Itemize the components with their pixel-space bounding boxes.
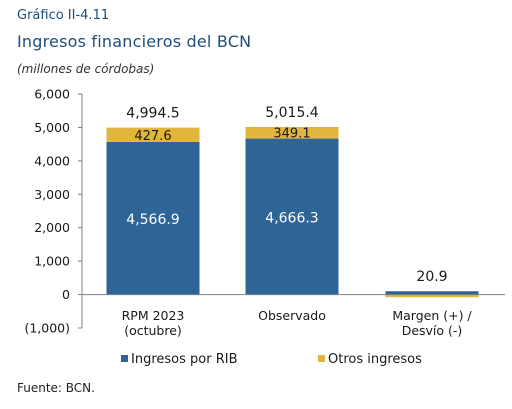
y-tick-label: (1,000)	[24, 321, 70, 336]
source-note: Fuente: BCN.	[17, 381, 95, 395]
total-value-label: 20.9	[416, 269, 447, 285]
y-tick-label: 6,000	[34, 87, 70, 102]
ingresos-rib-bar	[106, 141, 200, 295]
y-tick-label: 1,000	[34, 254, 70, 269]
chart-subtitle: (millones de córdobas)	[17, 62, 155, 76]
ingresos-rib-value-label: 4,566.9	[126, 212, 179, 228]
ingresos-rib-bar	[245, 138, 339, 295]
category-label: (octubre)	[124, 323, 182, 338]
category-label: RPM 2023	[122, 308, 185, 323]
ingresos-rib-value-label: 4,666.3	[265, 211, 318, 227]
y-tick-label: 3,000	[34, 187, 70, 202]
ingresos-rib-bar	[385, 291, 479, 295]
otros-ingresos-value-label: 349.1	[273, 127, 310, 142]
otros-ingresos-bar	[385, 294, 479, 298]
total-value-label: 5,015.4	[265, 105, 319, 121]
otros-ingresos-bar	[106, 127, 200, 142]
legend-swatch	[318, 355, 325, 362]
category-label: Observado	[258, 308, 326, 323]
legend-label: Ingresos por RIB	[131, 352, 237, 367]
category-label: Margen (+) /	[392, 308, 472, 323]
category-label: Desvío (-)	[402, 323, 463, 338]
otros-ingresos-value-label: 427.6	[134, 129, 171, 144]
y-tick-label: 2,000	[34, 220, 70, 235]
otros-ingresos-bar	[245, 126, 339, 139]
legend-label: Otros ingresos	[328, 352, 422, 367]
total-value-label: 4,994.5	[126, 106, 179, 122]
y-tick-label: 0	[62, 287, 70, 302]
chart-title: Ingresos financieros del BCN	[17, 32, 252, 51]
y-tick-label: 5,000	[34, 120, 70, 135]
y-tick-label: 4,000	[34, 153, 70, 168]
figure-label: Gráfico II-4.11	[17, 8, 110, 23]
legend-swatch	[121, 355, 128, 362]
